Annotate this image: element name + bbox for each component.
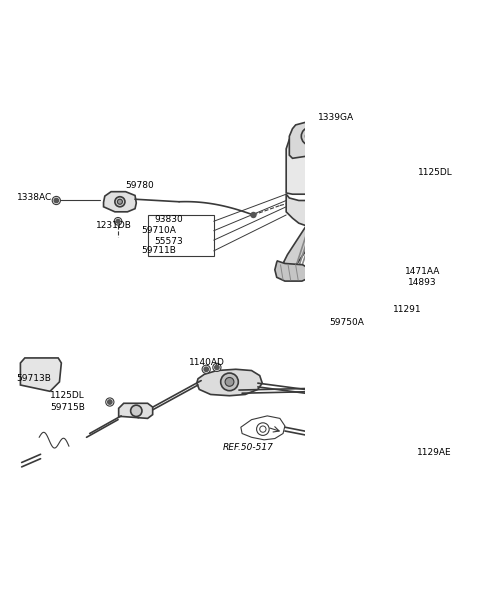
Text: 1140AD: 1140AD <box>189 358 225 367</box>
Circle shape <box>116 220 120 223</box>
Circle shape <box>424 324 438 338</box>
Text: 14893: 14893 <box>408 278 436 287</box>
Circle shape <box>301 127 319 145</box>
Circle shape <box>366 279 370 283</box>
Text: 11291: 11291 <box>393 305 422 314</box>
Circle shape <box>305 131 315 141</box>
Circle shape <box>221 373 238 391</box>
Circle shape <box>408 439 413 443</box>
Text: 59780: 59780 <box>126 181 155 190</box>
Text: 1338AC: 1338AC <box>17 193 52 202</box>
Polygon shape <box>21 358 61 391</box>
Circle shape <box>118 199 122 204</box>
Text: 1231DB: 1231DB <box>96 221 132 230</box>
Text: 1129AE: 1129AE <box>417 448 452 457</box>
Polygon shape <box>289 121 376 158</box>
Circle shape <box>106 398 114 406</box>
Text: 1339GA: 1339GA <box>318 113 354 122</box>
Circle shape <box>354 130 369 145</box>
Circle shape <box>409 439 413 443</box>
Circle shape <box>202 365 210 373</box>
Circle shape <box>413 172 418 176</box>
Polygon shape <box>104 191 136 212</box>
Circle shape <box>363 276 373 286</box>
Circle shape <box>411 170 420 178</box>
Bar <box>387 297 475 366</box>
Text: 1125DL: 1125DL <box>419 167 453 176</box>
Polygon shape <box>275 261 312 281</box>
Circle shape <box>427 327 435 335</box>
Circle shape <box>54 198 59 203</box>
Circle shape <box>52 196 60 205</box>
Polygon shape <box>381 181 419 211</box>
Polygon shape <box>286 128 393 194</box>
Polygon shape <box>197 369 262 396</box>
Circle shape <box>316 208 332 223</box>
Circle shape <box>204 367 208 371</box>
Circle shape <box>251 212 256 217</box>
Circle shape <box>337 127 354 143</box>
Circle shape <box>365 278 371 284</box>
Circle shape <box>213 363 221 371</box>
Text: 59750A: 59750A <box>329 317 364 326</box>
Text: 55573: 55573 <box>154 237 183 246</box>
Text: 59713B: 59713B <box>17 374 51 383</box>
Circle shape <box>341 130 350 140</box>
Circle shape <box>215 365 219 370</box>
Circle shape <box>309 126 314 131</box>
Circle shape <box>323 130 332 140</box>
Circle shape <box>358 133 366 142</box>
Text: 59715B: 59715B <box>50 403 85 412</box>
Text: 59710A: 59710A <box>141 226 176 235</box>
Circle shape <box>225 377 234 386</box>
Circle shape <box>320 211 328 219</box>
Circle shape <box>307 124 316 133</box>
Circle shape <box>108 400 112 404</box>
Text: 93830: 93830 <box>154 215 183 224</box>
Polygon shape <box>119 403 153 418</box>
Circle shape <box>320 127 336 143</box>
Text: 59711B: 59711B <box>141 247 176 256</box>
Text: 1471AA: 1471AA <box>405 267 440 276</box>
Text: REF.50-517: REF.50-517 <box>223 443 274 452</box>
Polygon shape <box>286 194 365 232</box>
Circle shape <box>131 405 142 416</box>
Circle shape <box>114 217 122 225</box>
Bar <box>148 215 214 256</box>
Circle shape <box>115 197 125 207</box>
Circle shape <box>407 437 415 445</box>
Text: 1125DL: 1125DL <box>50 391 85 400</box>
Polygon shape <box>284 227 312 270</box>
